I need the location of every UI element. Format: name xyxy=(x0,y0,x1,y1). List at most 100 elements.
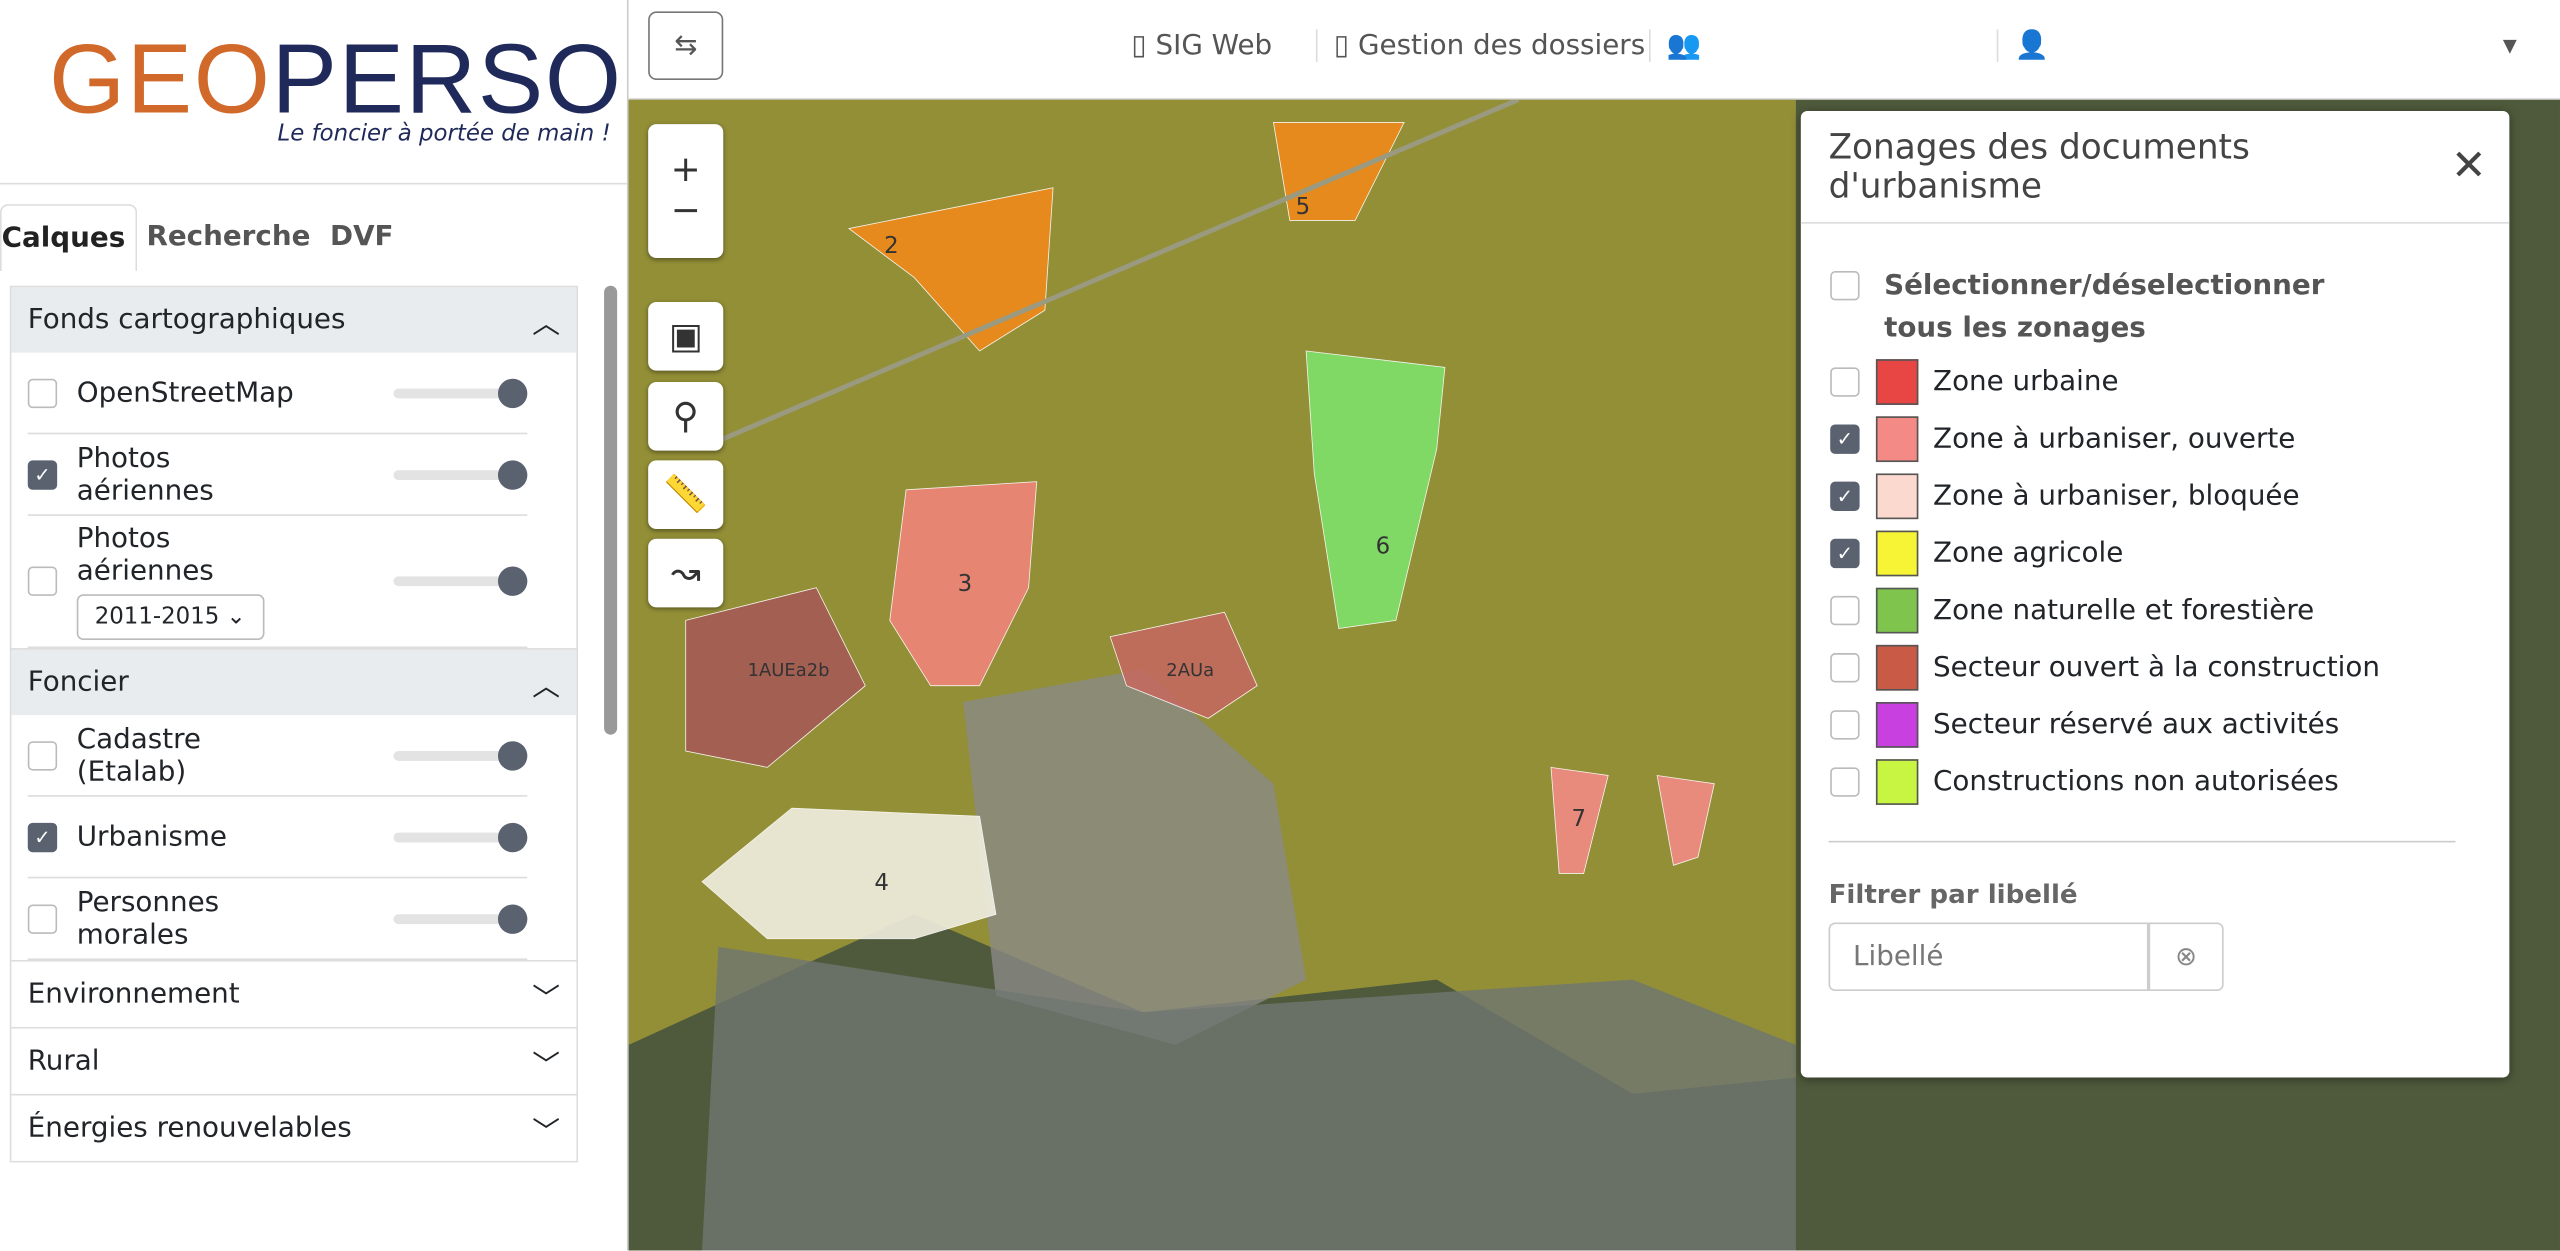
section-title: Fonds cartographiques xyxy=(27,303,346,337)
opacity-slider[interactable] xyxy=(393,740,528,770)
map-label: 6 xyxy=(1376,533,1391,559)
industrial-area xyxy=(702,946,1796,1251)
tabs: Calques Recherche DVF xyxy=(0,204,403,272)
checkbox[interactable] xyxy=(1830,766,1860,796)
zone-swatch xyxy=(1875,644,1919,690)
section-header[interactable]: Énergies renouvelables ﹀ xyxy=(11,1095,577,1161)
section-title: Énergies renouvelables xyxy=(27,1111,352,1145)
select-text: 2011-2015 xyxy=(94,604,220,631)
accordion-section: Rural ﹀ xyxy=(9,1026,578,1096)
map-tool[interactable]: ⚲ xyxy=(648,382,724,451)
zone-row: ✓ Zone à urbaniser, ouverte xyxy=(1801,410,2510,467)
checkbox[interactable] xyxy=(1830,595,1860,625)
zoom-in[interactable]: + xyxy=(670,150,701,192)
section-header[interactable]: Environnement ﹀ xyxy=(11,961,577,1027)
nav-link[interactable]: ▯ SIG Web xyxy=(1131,29,1273,63)
map-tool[interactable]: ▣ xyxy=(648,302,724,371)
opacity-slider[interactable] xyxy=(393,903,528,934)
map-label: 2 xyxy=(884,233,899,259)
nav-link[interactable]: 👥 xyxy=(1648,29,1702,63)
map-tool[interactable]: 📏 xyxy=(648,460,724,529)
section-header[interactable]: Fonds cartographiques ︿ xyxy=(11,287,577,353)
tab[interactable]: Calques xyxy=(0,204,137,272)
zone-label: Zone à urbaniser, bloquée xyxy=(1933,479,2300,512)
zone-polygon xyxy=(848,187,1054,352)
checkbox[interactable] xyxy=(27,740,58,770)
zone-swatch xyxy=(1875,586,1919,633)
layer-item: Cadastre (Etalab) xyxy=(27,715,528,797)
user-menu[interactable]: 👤 xyxy=(1996,29,2049,63)
accordion-section: Environnement ﹀ xyxy=(9,959,578,1029)
panel-title: Zonages des documents d'urbanisme xyxy=(1828,127,2250,206)
section-header[interactable]: Foncier ︿ xyxy=(11,649,577,716)
checkbox[interactable]: ✓ xyxy=(1830,480,1860,511)
zone-swatch xyxy=(1875,529,1919,576)
map-tool[interactable]: ↝ xyxy=(648,538,724,608)
close-button[interactable]: ✕ xyxy=(2450,142,2487,192)
filter-input[interactable]: Libellé xyxy=(1828,922,2149,992)
chevron: ﹀ xyxy=(532,982,560,1015)
layer-label: Photos aériennes xyxy=(77,442,306,507)
nav-text: SIG Web xyxy=(1155,29,1273,63)
checkbox[interactable] xyxy=(27,566,58,596)
opacity-slider[interactable] xyxy=(393,459,528,489)
checkbox[interactable]: ✓ xyxy=(1830,423,1860,454)
zoom-out[interactable]: − xyxy=(670,191,701,232)
clear-filter[interactable]: ⊗ xyxy=(2148,922,2224,992)
select-all: Sélectionner/déselectionner tous les zon… xyxy=(1801,224,2510,350)
layer-item: ✓ Urbanisme xyxy=(27,797,528,879)
opacity-slider[interactable] xyxy=(393,377,528,408)
opacity-slider[interactable] xyxy=(393,822,528,852)
opacity-slider[interactable] xyxy=(393,566,528,596)
road xyxy=(717,99,1520,444)
zone-row: ✓ Zone à urbaniser, bloquée xyxy=(1801,467,2510,524)
layer-item: Personnes morales xyxy=(27,878,528,960)
checkbox[interactable] xyxy=(1830,709,1860,739)
zone-polygon xyxy=(1656,775,1715,866)
checkbox[interactable] xyxy=(27,377,58,408)
zone-label: Secteur ouvert à la construction xyxy=(1933,650,2380,684)
section-title: Foncier xyxy=(27,666,129,699)
map-label: 2AUa xyxy=(1166,660,1214,681)
layer-item: ✓ Photos aériennes xyxy=(27,434,528,516)
chevron: ︿ xyxy=(532,670,560,703)
checkbox[interactable]: ✓ xyxy=(1830,537,1860,568)
panel-header: Zonages des documents d'urbanisme ✕ xyxy=(1800,111,2510,224)
checkbox[interactable]: ✓ xyxy=(27,459,58,489)
zone-swatch xyxy=(1875,415,1919,462)
map-label: 1AUEa2b xyxy=(748,660,830,681)
checkbox[interactable] xyxy=(1830,366,1860,396)
section-header[interactable]: Rural ﹀ xyxy=(11,1028,577,1094)
urban-area xyxy=(963,669,1307,1045)
checkbox[interactable] xyxy=(27,903,58,934)
map-label: 4 xyxy=(874,870,889,896)
checkbox[interactable] xyxy=(1830,652,1860,682)
zone-polygon xyxy=(1550,766,1609,874)
year-select[interactable]: 2011-2015 ⌄ xyxy=(76,594,264,640)
toggle-sidebar[interactable]: ⇆ xyxy=(648,11,724,80)
zone-list: Zone urbaine ✓ Zone à urbaniser, ouverte ✓ Z… xyxy=(1801,353,2510,810)
zone-label: Zone naturelle et forestière xyxy=(1933,593,2315,627)
layer-name: Photos aériennes xyxy=(76,522,214,588)
divider xyxy=(0,182,627,185)
sidebar: GEOPERSO Le foncier à portée de main ! C… xyxy=(0,0,629,1251)
checkbox[interactable] xyxy=(1830,271,1860,301)
zone-swatch xyxy=(1875,758,1919,805)
zone-label: Zone agricole xyxy=(1933,536,2124,569)
logo-part: GEO xyxy=(48,24,272,134)
tab[interactable]: Recherche xyxy=(146,220,311,254)
zone-swatch xyxy=(1875,472,1919,519)
nav-link[interactable]: ▯ Gestion des dossiers xyxy=(1315,29,1645,63)
layer-label: OpenStreetMap xyxy=(77,376,306,409)
accordion-section: Énergies renouvelables ﹀ xyxy=(9,1093,578,1163)
checkbox[interactable]: ✓ xyxy=(27,822,58,852)
zone-polygon xyxy=(889,481,1038,687)
section-body: OpenStreetMap ✓ Photos aériennes Photos aér… xyxy=(11,353,576,649)
zone-row: ✓ Zone agricole xyxy=(1801,524,2510,581)
zone-label: Constructions non autorisées xyxy=(1933,764,2339,798)
dropdown-arrow[interactable]: ▾ xyxy=(2502,29,2517,63)
layer-label: Urbanisme xyxy=(77,820,306,853)
tab[interactable]: DVF xyxy=(330,220,394,254)
